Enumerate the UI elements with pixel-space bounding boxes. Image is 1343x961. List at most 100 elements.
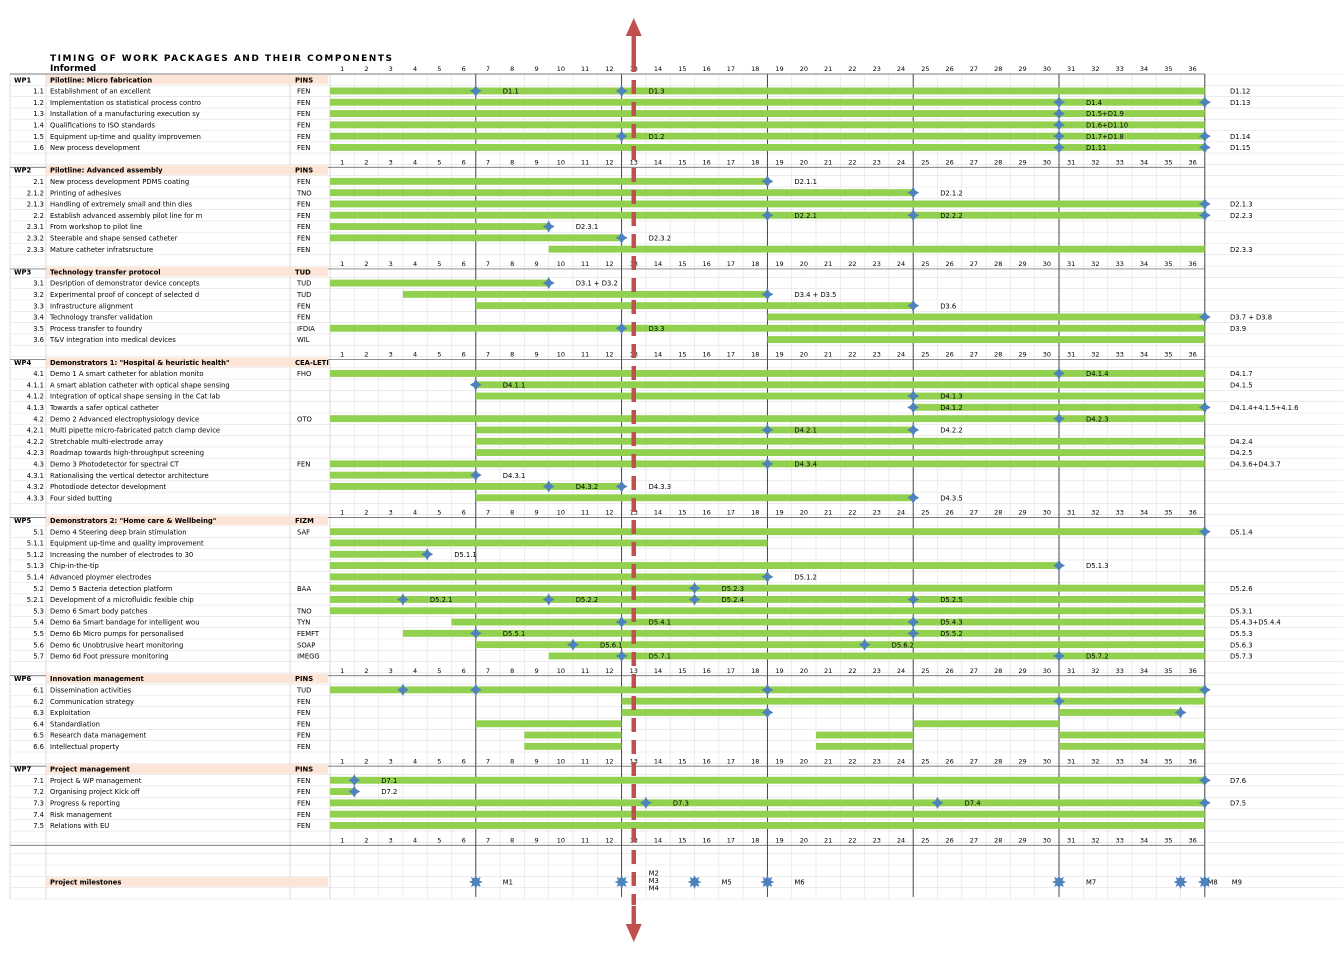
month-number: 8 bbox=[510, 351, 514, 359]
task-bar bbox=[475, 437, 1205, 445]
month-number: 19 bbox=[775, 836, 783, 844]
month-number: 31 bbox=[1067, 260, 1075, 268]
deliverable-diamond bbox=[469, 378, 482, 391]
month-number: 10 bbox=[557, 351, 565, 359]
month-number: 21 bbox=[824, 351, 832, 359]
month-number: 26 bbox=[946, 351, 954, 359]
task-name: Experimental proof of concept of selecte… bbox=[50, 291, 199, 299]
month-number: 24 bbox=[897, 351, 905, 359]
month-number: 16 bbox=[703, 757, 711, 765]
month-number: 30 bbox=[1043, 836, 1051, 844]
deliverable-label: D4.1.2 bbox=[940, 404, 963, 412]
month-number: 6 bbox=[462, 509, 466, 517]
month-number: 9 bbox=[534, 65, 538, 73]
task-name: Intellectual property bbox=[50, 743, 119, 751]
task-partner: FEN bbox=[297, 88, 310, 96]
month-number: 25 bbox=[921, 158, 929, 166]
month-number: 32 bbox=[1091, 158, 1099, 166]
month-number: 18 bbox=[751, 351, 759, 359]
month-number: 21 bbox=[824, 836, 832, 844]
month-number: 17 bbox=[727, 509, 735, 517]
task-partner: FHO bbox=[297, 370, 311, 378]
task-bar bbox=[330, 810, 1205, 818]
deliverable-diamond bbox=[542, 220, 555, 233]
month-number: 25 bbox=[921, 260, 929, 268]
task-bar bbox=[330, 822, 1205, 829]
deliverable-diamond bbox=[615, 616, 628, 629]
month-number: 26 bbox=[946, 260, 954, 268]
month-number: 8 bbox=[510, 509, 514, 517]
deliverable-diamond bbox=[469, 627, 482, 640]
task-partner: FEN bbox=[297, 235, 310, 243]
month-number: 7 bbox=[486, 509, 490, 517]
task-name: Relations with EU bbox=[50, 822, 109, 830]
deliverable-label: D7.2 bbox=[381, 788, 397, 796]
deliverable-diamond bbox=[615, 480, 628, 493]
month-number: 10 bbox=[557, 158, 565, 166]
month-number: 15 bbox=[678, 260, 686, 268]
task-number: 6.1 bbox=[33, 687, 44, 695]
deliverable-diamond bbox=[907, 423, 920, 436]
task-name: Progress & reporting bbox=[50, 800, 120, 808]
month-number: 32 bbox=[1091, 836, 1099, 844]
task-partner: TNO bbox=[296, 189, 312, 197]
deliverable-label: D5.6.2 bbox=[892, 641, 915, 649]
task-number: 6.5 bbox=[33, 732, 44, 740]
deliverable-diamond bbox=[1198, 310, 1211, 323]
deliverable-diamond bbox=[1198, 796, 1211, 809]
task-name: T&V integration into medical devices bbox=[49, 336, 176, 344]
task-bar bbox=[475, 426, 914, 434]
month-number: 14 bbox=[654, 667, 662, 675]
task-name: Stretchable multi-electrode array bbox=[50, 438, 163, 446]
month-number: 35 bbox=[1164, 260, 1172, 268]
wp-title: Demonstrators 1: "Hospital & heuristic h… bbox=[50, 359, 230, 367]
month-number: 12 bbox=[605, 757, 613, 765]
task-name: Demo 4 Steering deep brain stimulation bbox=[50, 528, 187, 536]
task-bar bbox=[475, 302, 914, 310]
deliverable-label: D4.3.5 bbox=[940, 494, 963, 502]
task-bar bbox=[524, 742, 622, 750]
month-number: 19 bbox=[775, 260, 783, 268]
task-number: 2.1 bbox=[33, 178, 44, 186]
month-number: 32 bbox=[1091, 509, 1099, 517]
chart-title: TIMING OF WORK PACKAGES AND THEIR COMPON… bbox=[50, 54, 393, 64]
month-number: 10 bbox=[557, 509, 565, 517]
month-number: 12 bbox=[605, 260, 613, 268]
month-number: 35 bbox=[1164, 65, 1172, 73]
month-number: 33 bbox=[1116, 351, 1124, 359]
deliverable-diamond bbox=[1198, 141, 1211, 154]
wp-code: WP2 bbox=[14, 167, 31, 175]
deliverable-label: D3.3 bbox=[649, 325, 665, 333]
task-bar bbox=[475, 641, 1205, 649]
task-name: Four sided butting bbox=[50, 494, 112, 502]
month-number: 15 bbox=[678, 836, 686, 844]
month-number: 10 bbox=[557, 836, 565, 844]
task-name: Infrastructure alignment bbox=[50, 302, 133, 310]
deliverable-label-right: D5.1.4 bbox=[1230, 528, 1253, 536]
month-number: 29 bbox=[1018, 667, 1026, 675]
task-bar bbox=[524, 731, 622, 739]
task-bar bbox=[475, 381, 1205, 389]
deliverable-diamond bbox=[542, 593, 555, 606]
task-number: 4.3.3 bbox=[27, 494, 44, 502]
task-name: Demo 6 Smart body patches bbox=[50, 607, 148, 615]
month-number: 28 bbox=[994, 351, 1002, 359]
month-number: 12 bbox=[605, 65, 613, 73]
deliverable-label-right: D1.14 bbox=[1230, 133, 1250, 141]
month-number: 34 bbox=[1140, 509, 1148, 517]
task-number: 5.1.3 bbox=[27, 562, 44, 570]
task-bar bbox=[816, 742, 914, 750]
task-bar bbox=[913, 403, 1205, 411]
month-number: 14 bbox=[654, 158, 662, 166]
month-number: 4 bbox=[413, 65, 417, 73]
deliverable-label: D5.1.3 bbox=[1086, 562, 1109, 570]
month-number: 35 bbox=[1164, 158, 1172, 166]
task-number: 5.6 bbox=[33, 641, 44, 649]
task-name: Multi pipette micro-fabricated patch cla… bbox=[50, 427, 220, 435]
task-name: Equipment up-time and quality improvemen… bbox=[50, 540, 204, 548]
month-number: 16 bbox=[703, 260, 711, 268]
wp-title: Pilotline: Micro fabrication bbox=[50, 76, 152, 84]
deliverable-diamond bbox=[1053, 412, 1065, 425]
deliverable-label: D5.1.2 bbox=[794, 574, 817, 582]
rows-layer: 1234567891011121314151617181920212223242… bbox=[10, 65, 1299, 892]
